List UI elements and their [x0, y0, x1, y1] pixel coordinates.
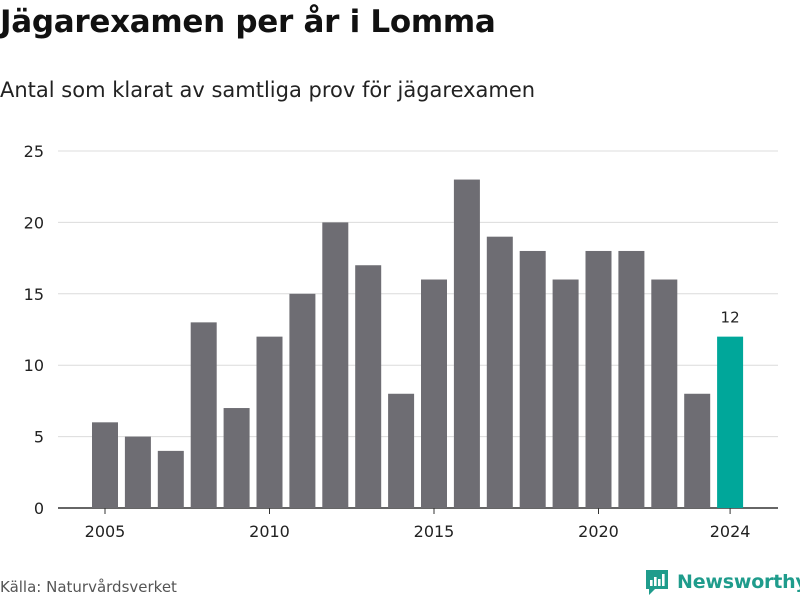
data-label-highlight: 12	[721, 309, 740, 327]
bar-2007	[157, 450, 184, 508]
bar-2022	[651, 279, 678, 508]
x-tick-label: 2024	[710, 522, 751, 541]
chart-subtitle: Antal som klarat av samtliga prov för jä…	[0, 78, 536, 102]
bar-2015	[421, 279, 447, 508]
bar-2006	[124, 436, 151, 508]
source-note: Källa: Naturvårdsverket	[0, 578, 177, 596]
x-tick-label: 2010	[249, 522, 290, 541]
y-tick-label: 10	[24, 356, 44, 375]
bar-2023	[684, 393, 711, 508]
bar-2014	[388, 393, 415, 508]
bar-2019	[552, 279, 579, 508]
y-axis-labels: 0 5 10 15 20 25	[24, 142, 44, 518]
bar-2010	[256, 336, 283, 508]
y-tick-label: 15	[24, 285, 44, 304]
bar-2016	[453, 179, 480, 508]
bar-2005	[92, 422, 118, 508]
chart-title: Jägarexamen per år i Lomma	[0, 4, 496, 40]
bar-2017	[486, 236, 513, 508]
annotations: 12	[721, 309, 740, 327]
bar-2012	[322, 222, 349, 508]
brand: Newsworthy	[644, 568, 800, 596]
bar-2024	[717, 336, 744, 508]
y-tick-label: 25	[24, 142, 44, 161]
x-tick-label: 2015	[414, 522, 455, 541]
bars	[92, 179, 744, 508]
bar-2011	[289, 293, 316, 508]
bar-2008	[190, 322, 217, 508]
bar-2021	[618, 250, 645, 508]
y-tick-label: 5	[34, 428, 44, 447]
brand-name: Newsworthy	[677, 571, 800, 593]
y-tick-label: 20	[24, 213, 44, 232]
bar-2020	[585, 250, 612, 508]
x-tick-label: 2005	[85, 522, 126, 541]
bar-2013	[355, 265, 382, 508]
y-tick-label: 0	[34, 499, 44, 518]
bar-2018	[519, 250, 546, 508]
x-tick-label: 2020	[578, 522, 619, 541]
newsworthy-logo-icon	[646, 570, 668, 595]
bar-2009	[223, 408, 250, 508]
bar-chart: 0 5 10 15 20 25 2005 2010 2015 2020 2024 12	[24, 142, 778, 541]
x-axis-labels: 2005 2010 2015 2020 2024	[85, 508, 751, 541]
